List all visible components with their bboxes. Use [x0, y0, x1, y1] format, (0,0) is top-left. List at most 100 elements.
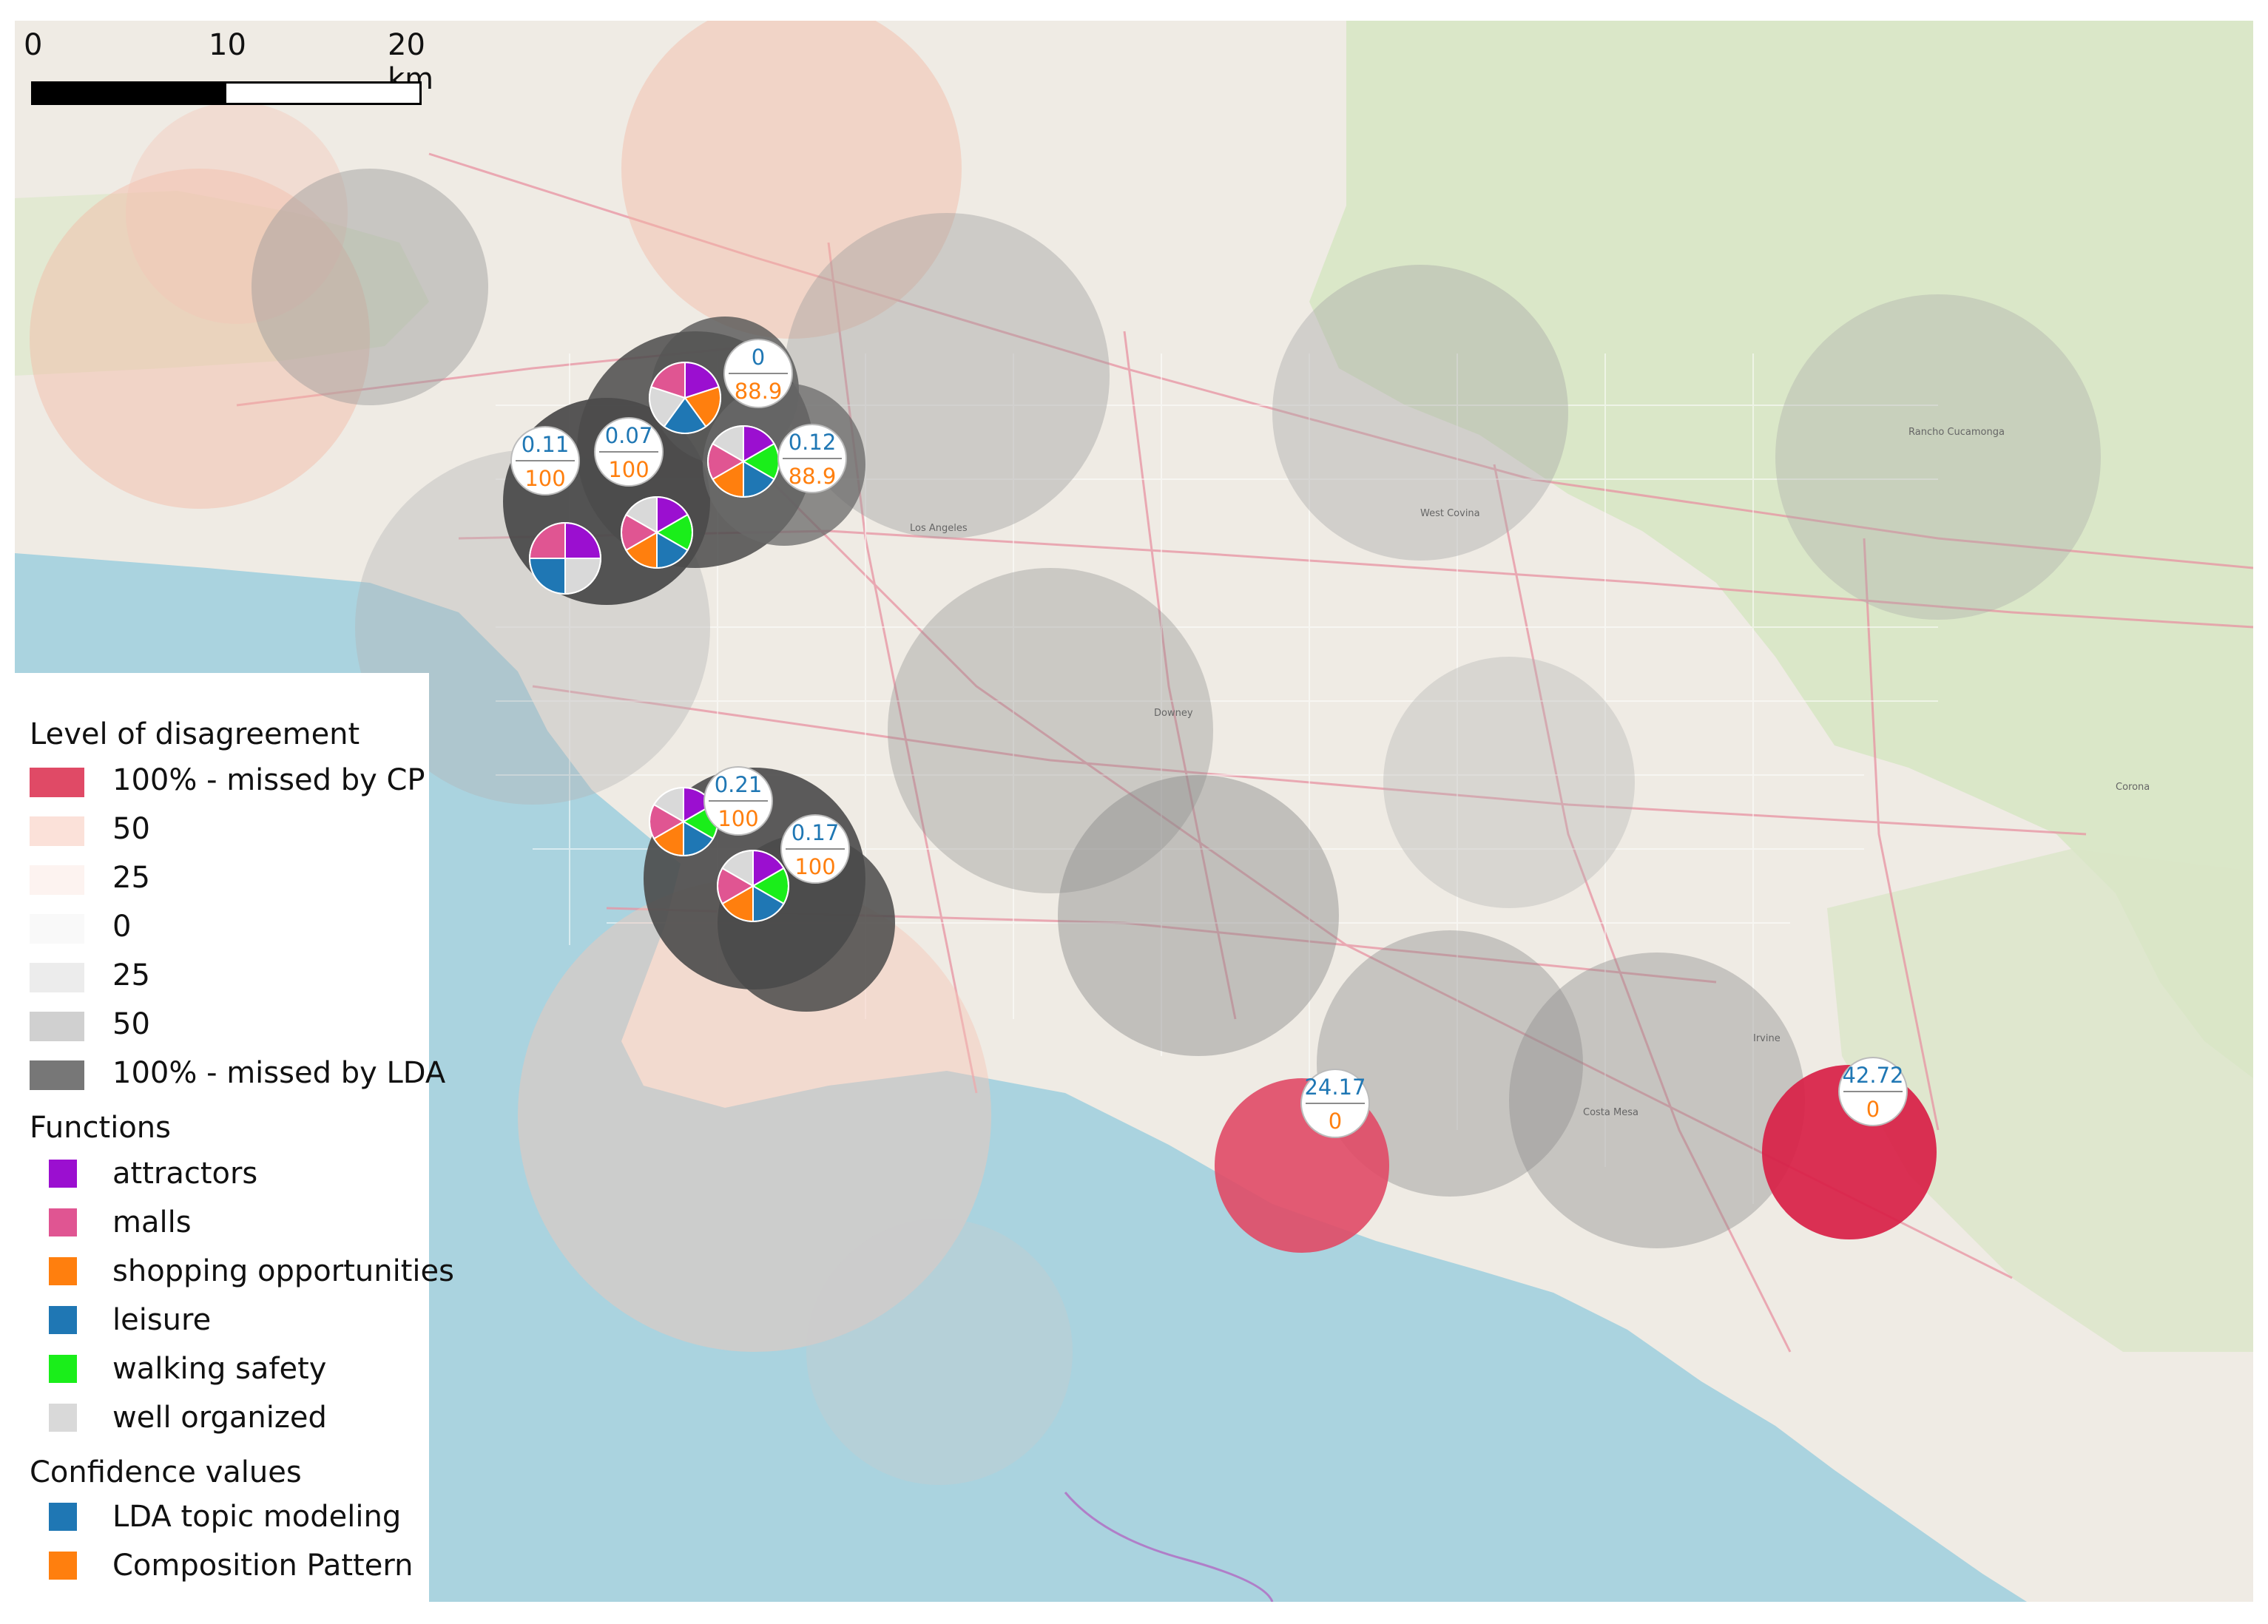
confidence-callout: 0.17 100 — [780, 814, 850, 884]
callout-cp-value: 0 — [1329, 1109, 1342, 1134]
confidence-callouts: 088.90.071000.111000.1288.90.211000.1710… — [510, 339, 1908, 1138]
legend-item-lda-25: 25 — [30, 954, 429, 998]
lda-mid-area-8 — [1509, 953, 1805, 1248]
legend-swatch — [30, 865, 84, 895]
confidence-callout: 0.07 100 — [594, 417, 664, 487]
legend-label: 50 — [112, 812, 150, 846]
legend-label: 100% - missed by LDA — [112, 1056, 446, 1090]
pie-outline — [717, 850, 789, 922]
scale-fill — [33, 84, 226, 103]
cp-low-area-valley — [621, 21, 962, 339]
legend-swatch — [49, 1355, 77, 1383]
pie-outline — [529, 522, 601, 595]
legend-title-disagreement: Level of disagreement — [30, 717, 360, 751]
pie-outline — [621, 496, 693, 569]
legend-swatch — [49, 1160, 77, 1188]
confidence-callout: 0.11 100 — [510, 426, 580, 495]
callout-lda-value: 0.12 — [789, 430, 837, 455]
legend-item-missed-by-cp: 100% - missed by CP — [30, 759, 429, 803]
national-forest-area — [1309, 21, 2253, 1078]
legend-swatch — [49, 1404, 77, 1432]
legend-label: 50 — [112, 1007, 150, 1041]
lda-mid-area-7 — [1317, 930, 1583, 1197]
place-label: Irvine — [1753, 1033, 1781, 1044]
legend-swatch — [49, 1552, 77, 1580]
cp-low-area-palos-verdes — [518, 879, 991, 1352]
map-legend: Level of disagreement 100% - missed by C… — [15, 673, 454, 1602]
legend-label: 25 — [112, 958, 150, 992]
cp-low-area-burbank — [126, 102, 348, 324]
legend-swatch — [30, 963, 84, 992]
santa-monica-mountains-park — [15, 191, 429, 376]
legend-swatch — [30, 1012, 84, 1041]
legend-item-cp: Composition Pattern — [30, 1544, 429, 1589]
legend-item-lda: LDA topic modeling — [30, 1495, 429, 1540]
legend-label: well organized — [112, 1401, 327, 1435]
callout-lda-value: 0.07 — [605, 423, 653, 448]
legend-label: 0 — [112, 910, 132, 944]
legend-item-zero: 0 — [30, 905, 429, 950]
legend-item-shopping: shopping opportunities — [30, 1250, 454, 1294]
scale-track — [31, 81, 422, 105]
legend-item-attractors: attractors — [30, 1152, 429, 1197]
legend-swatch — [49, 1257, 77, 1285]
lda-mid-area-11 — [806, 1219, 1073, 1485]
callout-cp-value: 100 — [608, 457, 649, 482]
pie-outline — [649, 362, 721, 434]
legend-item-cp-50: 50 — [30, 808, 429, 852]
legend-label: attractors — [112, 1157, 258, 1191]
disagreement-missed-by-cp — [30, 21, 991, 1352]
channel-boundary-line — [1064, 1492, 1274, 1602]
place-label: Downey — [1154, 708, 1193, 719]
confidence-callout: 42.72 0 — [1838, 1057, 1908, 1126]
place-label: Costa Mesa — [1583, 1107, 1638, 1118]
orange-county-hills-park — [1827, 849, 2253, 1352]
legend-label: 100% - missed by CP — [112, 763, 425, 797]
legend-label: 25 — [112, 861, 150, 895]
legend-swatch — [30, 1060, 84, 1090]
legend-item-well-organized: well organized — [30, 1396, 429, 1441]
place-label: West Covina — [1420, 508, 1480, 519]
callout-cp-value: 88.9 — [789, 464, 837, 489]
legend-item-missed-by-lda: 100% - missed by LDA — [30, 1052, 445, 1096]
legend-swatch — [49, 1503, 77, 1531]
legend-item-malls: malls — [30, 1201, 429, 1245]
legend-item-lda-50: 50 — [30, 1003, 429, 1047]
legend-swatch — [30, 768, 84, 797]
legend-swatch — [49, 1306, 77, 1334]
legend-swatch — [30, 816, 84, 846]
lda-mid-area-2 — [784, 213, 1110, 538]
map[interactable]: 088.90.071000.111000.1288.90.211000.1710… — [15, 21, 2253, 1602]
legend-swatch — [30, 914, 84, 944]
legend-title-functions: Functions — [30, 1111, 171, 1145]
place-label: Corona — [2116, 782, 2150, 793]
scale-label-0: 0 — [24, 28, 43, 62]
callout-cp-value: 100 — [794, 854, 835, 879]
confidence-callout: 088.9 — [723, 339, 793, 408]
callout-lda-value: 0.11 — [522, 432, 570, 457]
legend-item-leisure: leisure — [30, 1299, 429, 1343]
place-label: Rancho Cucamonga — [1908, 427, 2005, 438]
place-label: Los Angeles — [910, 523, 968, 534]
lda-mid-area-4 — [1775, 294, 2101, 620]
lda-mid-area-9 — [1383, 657, 1635, 908]
confidence-callout: 24.17 0 — [1300, 1069, 1370, 1138]
legend-label: malls — [112, 1205, 192, 1239]
callout-cp-value: 88.9 — [735, 379, 783, 404]
legend-label: leisure — [112, 1303, 212, 1337]
callout-lda-value: 0.21 — [715, 772, 763, 797]
lda-mid-area-3 — [1272, 265, 1568, 561]
legend-item-cp-25: 25 — [30, 856, 429, 901]
callout-lda-value: 0.17 — [792, 820, 840, 845]
pacific-ocean — [15, 553, 2027, 1602]
callout-lda-value: 42.72 — [1842, 1063, 1903, 1088]
cp-low-area-west — [30, 169, 370, 509]
grid-streets — [496, 353, 1938, 1204]
confidence-callout: 0.21 100 — [703, 766, 773, 836]
callout-cp-value: 100 — [718, 806, 758, 831]
lda-mid-area-5 — [888, 568, 1213, 893]
callout-cp-value: 0 — [1866, 1097, 1880, 1122]
callout-lda-value: 0 — [752, 345, 765, 370]
legend-item-walking-safety: walking safety — [30, 1347, 429, 1392]
lda-mid-area-1 — [252, 169, 488, 405]
